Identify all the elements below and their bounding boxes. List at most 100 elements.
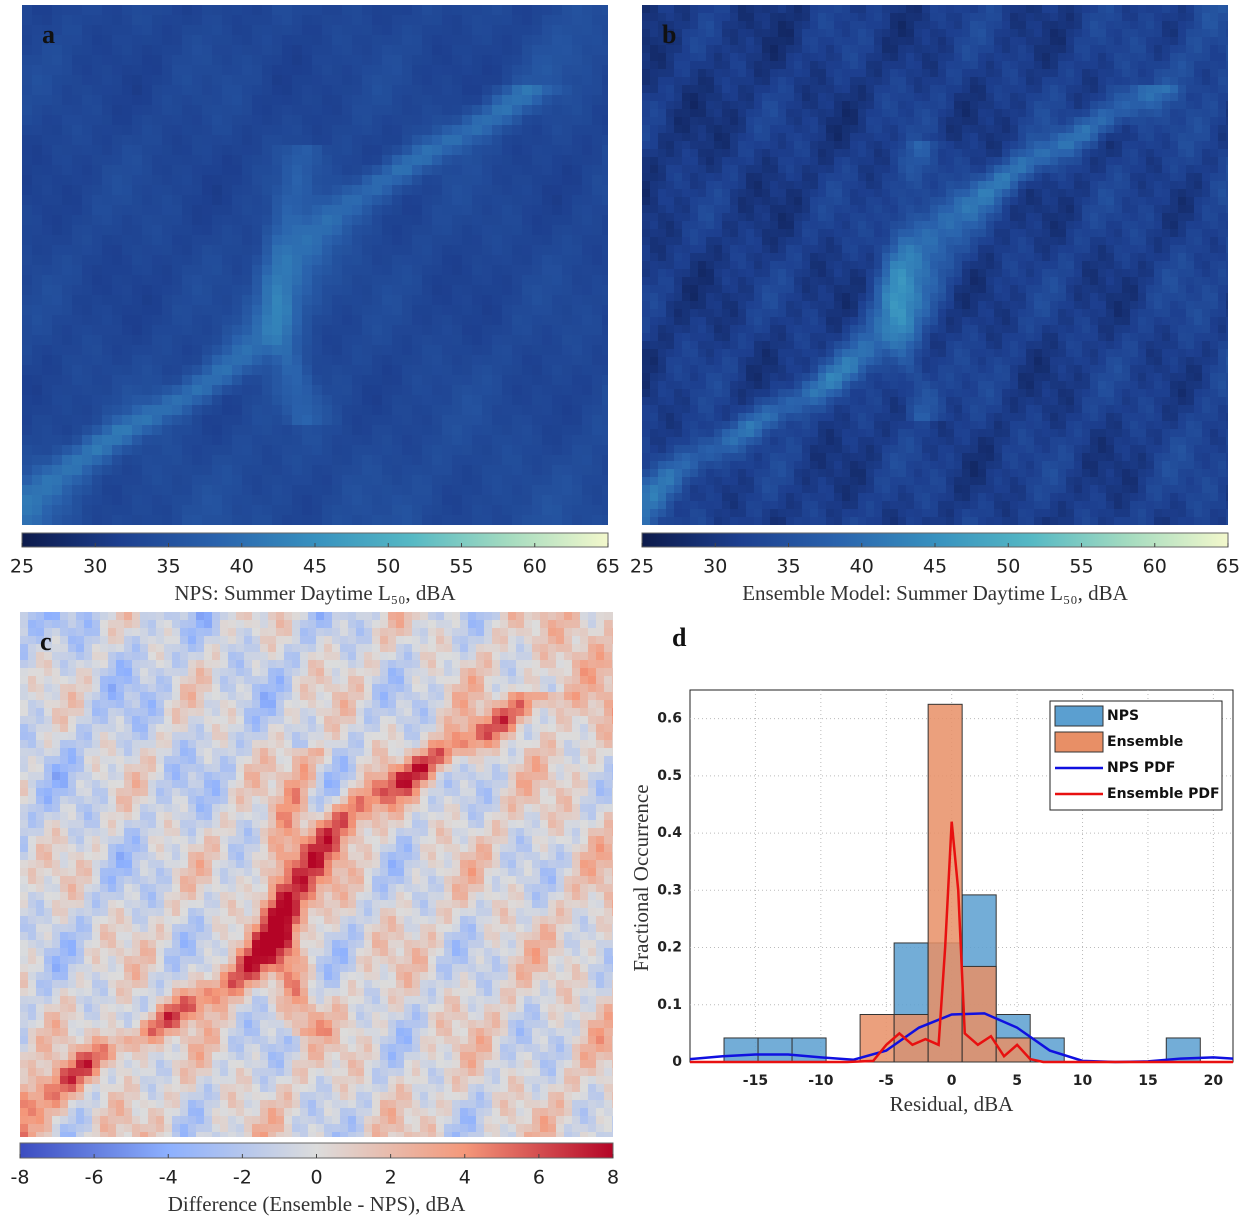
- map-cell: [382, 445, 392, 455]
- map-cell: [152, 335, 162, 345]
- map-cell: [442, 395, 452, 405]
- map-cell: [232, 395, 242, 405]
- map-cell: [82, 375, 92, 385]
- map-cell: [698, 381, 706, 389]
- map-cell: [192, 335, 202, 345]
- colorbar-tick-label: 55: [449, 556, 473, 578]
- map-cell: [422, 505, 432, 515]
- map-cell: [252, 455, 262, 465]
- map-cell: [522, 265, 532, 275]
- map-cell: [172, 435, 182, 445]
- map-cell: [858, 181, 866, 189]
- map-cell: [282, 165, 292, 175]
- map-cell: [682, 317, 690, 325]
- map-cell: [392, 165, 402, 175]
- map-cell: [818, 109, 826, 117]
- map-cell: [212, 455, 222, 465]
- map-cell: [172, 355, 182, 365]
- map-cell: [592, 415, 602, 425]
- map-cell: [786, 405, 794, 413]
- map-cell: [690, 333, 698, 341]
- map-cell: [532, 135, 542, 145]
- map-cell: [262, 205, 272, 215]
- map-cell: [62, 285, 72, 295]
- map-cell: [706, 237, 714, 245]
- map-cell: [794, 13, 802, 21]
- map-cell: [602, 465, 608, 475]
- map-cell: [82, 395, 92, 405]
- map-cell: [112, 505, 122, 515]
- map-cell: [472, 285, 482, 295]
- map-cell: [866, 413, 874, 421]
- map-cell: [462, 365, 472, 375]
- map-cell: [52, 405, 62, 415]
- map-cell: [770, 445, 778, 453]
- map-cell: [412, 305, 422, 315]
- map-cell: [452, 215, 462, 225]
- map-cell: [802, 45, 810, 53]
- map-cell: [502, 25, 512, 35]
- map-cell: [642, 109, 650, 117]
- map-cell: [362, 445, 372, 455]
- map-cell: [730, 213, 738, 221]
- map-cell: [202, 385, 212, 395]
- map-cell: [202, 75, 212, 85]
- map-cell: [502, 15, 512, 25]
- map-cell: [690, 413, 698, 421]
- map-cell: [482, 125, 492, 135]
- map-cell: [682, 341, 690, 349]
- map-cell: [452, 15, 462, 25]
- map-cell: [866, 93, 874, 101]
- map-cell: [322, 345, 332, 355]
- map-cell: [362, 175, 372, 185]
- map-cell: [452, 125, 462, 135]
- map-cell: [192, 95, 202, 105]
- map-cell: [462, 275, 472, 285]
- map-cell: [690, 397, 698, 405]
- map-cell: [658, 85, 666, 93]
- map-cell: [666, 469, 674, 477]
- map-cell: [412, 425, 422, 435]
- map-cell: [422, 225, 432, 235]
- map-cell: [722, 341, 730, 349]
- map-cell: [452, 515, 462, 525]
- map-cell: [442, 85, 452, 95]
- map-cell: [562, 325, 572, 335]
- map-cell: [714, 117, 722, 125]
- map-cell: [666, 197, 674, 205]
- map-cell: [32, 285, 42, 295]
- map-cell: [658, 501, 666, 509]
- map-cell: [522, 305, 532, 315]
- map-cell: [42, 115, 52, 125]
- map-cell: [222, 475, 232, 485]
- map-cell: [352, 55, 362, 65]
- map-cell: [302, 435, 312, 445]
- map-cell: [512, 355, 522, 365]
- map-cell: [746, 77, 754, 85]
- map-cell: [382, 215, 392, 225]
- map-cell: [282, 175, 292, 185]
- map-cell: [794, 269, 802, 277]
- map-cell: [412, 465, 422, 475]
- map-cell: [502, 185, 512, 195]
- map-cell: [706, 165, 714, 173]
- map-cell: [392, 105, 402, 115]
- map-cell: [132, 455, 142, 465]
- map-cell: [302, 245, 312, 255]
- map-cell: [512, 495, 522, 505]
- map-cell: [866, 77, 874, 85]
- map-cell: [842, 165, 850, 173]
- map-cell: [262, 105, 272, 115]
- map-cell: [152, 515, 162, 525]
- map-cell: [82, 315, 92, 325]
- map-cell: [212, 215, 222, 225]
- map-cell: [62, 355, 72, 365]
- map-cell: [730, 133, 738, 141]
- map-cell: [482, 265, 492, 275]
- map-cell: [542, 395, 552, 405]
- map-cell: [322, 215, 332, 225]
- map-cell: [778, 309, 786, 317]
- map-cell: [666, 485, 674, 493]
- map-cell: [302, 375, 312, 385]
- map-cell: [770, 213, 778, 221]
